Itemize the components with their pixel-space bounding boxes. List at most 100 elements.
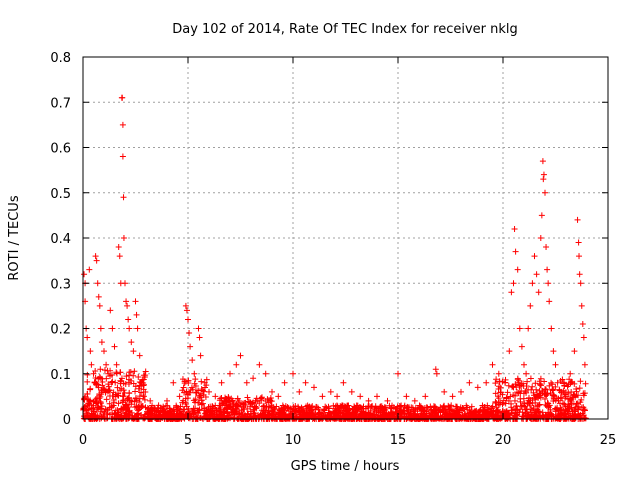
data-point (525, 325, 532, 332)
data-point (531, 253, 538, 260)
data-point (466, 379, 473, 386)
data-point (126, 325, 133, 332)
data-point (275, 393, 282, 400)
x-tick-label: 0 (79, 433, 87, 448)
data-point (94, 280, 101, 287)
data-point (92, 253, 99, 260)
data-point (269, 388, 275, 395)
grid-lines (83, 57, 608, 419)
data-point (516, 325, 523, 332)
data-point (84, 334, 91, 341)
data-point (128, 339, 135, 346)
data-point (529, 280, 536, 287)
data-point (474, 384, 481, 391)
chart-title: Day 102 of 2014, Rate Of TEC Index for r… (172, 22, 518, 37)
data-point (90, 370, 97, 377)
data-point (233, 361, 240, 368)
data-point (95, 293, 102, 300)
data-point (577, 280, 584, 287)
data-point (296, 388, 303, 395)
y-axis-ticks: 0 0.1 0.2 0.3 0.4 0.5 0.6 0.7 0.8 (50, 51, 608, 428)
data-point (523, 370, 530, 377)
y-tick-label: 0.2 (50, 323, 71, 338)
data-point (105, 370, 112, 377)
data-point (518, 343, 525, 350)
data-point (302, 379, 309, 386)
data-point (348, 388, 355, 395)
data-point (571, 348, 578, 355)
data-point (93, 257, 100, 264)
data-point (250, 375, 257, 382)
data-point (575, 239, 582, 246)
y-tick-label: 0.4 (50, 232, 71, 247)
data-point (540, 171, 547, 178)
y-tick-label: 0 (63, 413, 71, 428)
y-tick-label: 0.3 (50, 277, 71, 292)
data-point (256, 361, 263, 368)
data-point (506, 348, 513, 355)
data-point (140, 393, 147, 400)
data-point (554, 379, 561, 386)
data-point (115, 244, 122, 251)
data-point (544, 266, 551, 273)
data-point (122, 280, 128, 287)
data-point (130, 348, 137, 355)
data-point (411, 397, 418, 404)
data-point (563, 393, 569, 400)
data-point (521, 361, 527, 368)
data-point (120, 194, 127, 201)
data-point (113, 361, 120, 368)
data-point (201, 379, 208, 386)
data-point (88, 361, 95, 368)
data-point (91, 379, 98, 386)
data-point (422, 393, 429, 400)
x-axis-ticks: 0 5 10 15 20 25 (79, 57, 616, 448)
data-point (432, 366, 439, 373)
data-point (111, 343, 118, 350)
y-tick-label: 0.6 (50, 142, 71, 157)
data-point (384, 397, 391, 404)
data-point (136, 352, 143, 359)
data-point (196, 334, 203, 341)
data-point (87, 348, 94, 355)
y-axis-label: ROTI / TECUs (7, 195, 22, 280)
data-point (576, 271, 583, 278)
data-point (176, 393, 183, 400)
noise-markers (80, 366, 589, 422)
data-points (81, 94, 588, 409)
data-point (537, 235, 544, 241)
data-point (579, 320, 586, 327)
data-point (340, 379, 347, 386)
data-point (103, 361, 110, 368)
data-point (327, 388, 334, 395)
data-point (107, 307, 114, 314)
data-point (441, 388, 448, 395)
x-tick-label: 5 (184, 433, 192, 448)
data-point (576, 253, 583, 260)
y-tick-label: 0.7 (50, 96, 71, 111)
data-point (334, 393, 341, 400)
data-point (81, 271, 88, 278)
x-tick-label: 20 (495, 433, 512, 448)
data-point (558, 388, 565, 395)
data-point (578, 302, 585, 309)
data-point (539, 158, 546, 165)
data-point (403, 393, 410, 400)
x-tick-label: 10 (285, 433, 302, 448)
data-point (197, 352, 204, 359)
data-point (124, 302, 131, 309)
data-point (138, 379, 145, 386)
data-point (533, 271, 540, 278)
x-axis-label: GPS time / hours (291, 459, 400, 474)
data-point (164, 397, 170, 404)
data-point (109, 325, 116, 332)
data-point (86, 266, 93, 273)
data-point (116, 253, 123, 260)
data-point (511, 225, 518, 232)
data-point (98, 339, 105, 346)
data-point (546, 298, 553, 305)
data-point (183, 307, 190, 314)
data-point (125, 316, 132, 323)
data-point (458, 388, 464, 395)
